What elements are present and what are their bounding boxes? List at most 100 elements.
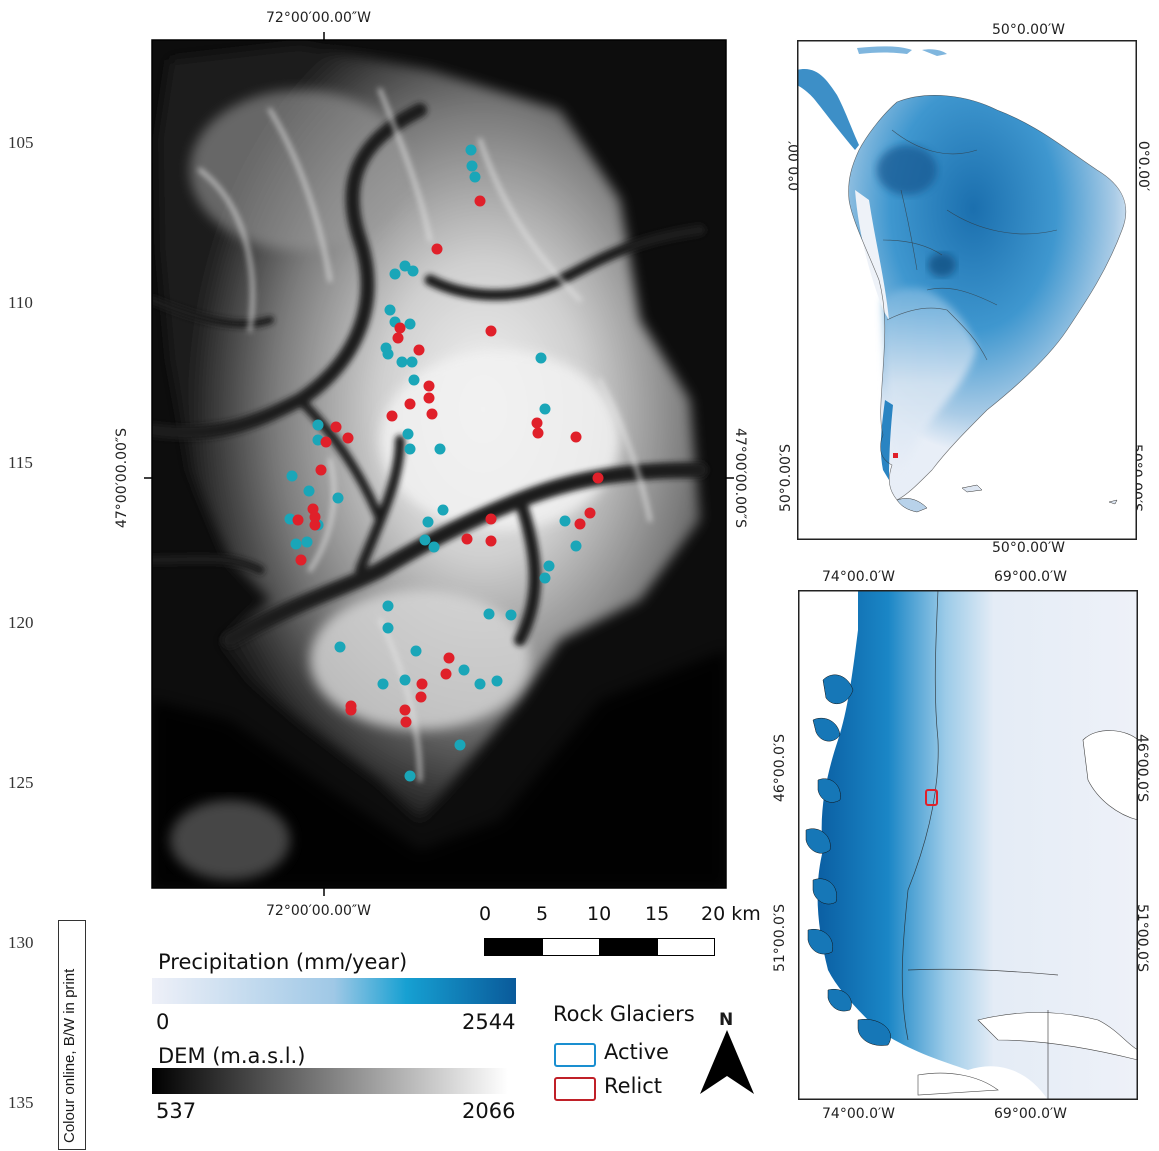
relict-rock-glacier-point <box>441 669 452 680</box>
relict-rock-glacier-point <box>293 515 304 526</box>
active-rock-glacier-point <box>333 493 344 504</box>
relict-rock-glacier-point <box>444 653 455 664</box>
relict-rock-glacier-point <box>343 433 354 444</box>
active-rock-glacier-point <box>383 349 394 360</box>
active-rock-glacier-point <box>467 161 478 172</box>
precip-min: 0 <box>156 1010 169 1034</box>
relict-rock-glacier-point <box>432 244 443 255</box>
north-arrow-icon <box>698 1028 756 1096</box>
pat-top-right-coord: 69°00.0′W <box>994 569 1067 585</box>
active-rock-glacier-point <box>405 444 416 455</box>
relict-rock-glacier-point <box>585 508 596 519</box>
relict-rock-glacier-point <box>310 520 321 531</box>
active-rock-glacier-point <box>304 486 315 497</box>
active-rock-glacier-point <box>409 375 420 386</box>
active-rock-glacier-point <box>287 471 298 482</box>
relict-rock-glacier-point <box>424 381 435 392</box>
relict-label: Relict <box>604 1074 662 1098</box>
pat-bottom-left-coord: 74°00.0′W <box>822 1106 895 1122</box>
relict-rock-glacier-point <box>296 555 307 566</box>
dem-colorbar <box>152 1068 508 1094</box>
pat-left-top-coord: 46°00.0′S <box>772 734 788 802</box>
active-label: Active <box>604 1040 669 1064</box>
dem-legend-title: DEM (m.a.s.l.) <box>158 1044 305 1068</box>
active-rock-glacier-point <box>459 665 470 676</box>
active-swatch <box>554 1043 596 1067</box>
dem-min: 537 <box>156 1099 196 1123</box>
dem-max: 2066 <box>462 1099 515 1123</box>
relict-rock-glacier-point <box>400 705 411 716</box>
relict-rock-glacier-point <box>321 437 332 448</box>
relict-rock-glacier-point <box>417 679 428 690</box>
active-rock-glacier-point <box>385 305 396 316</box>
active-rock-glacier-point <box>466 145 477 156</box>
relict-rock-glacier-point <box>533 428 544 439</box>
active-rock-glacier-point <box>407 357 418 368</box>
active-rock-glacier-point <box>492 676 503 687</box>
scale-bar <box>484 938 716 958</box>
scale-label-15: 15 <box>645 903 669 925</box>
active-rock-glacier-point <box>420 535 431 546</box>
active-rock-glacier-point <box>423 517 434 528</box>
active-rock-glacier-point <box>335 642 346 653</box>
precip-legend-title: Precipitation (mm/year) <box>158 950 407 974</box>
scale-label-20km: 20 km <box>701 903 761 925</box>
relict-rock-glacier-point <box>486 326 497 337</box>
relict-rock-glacier-point <box>405 399 416 410</box>
relict-rock-glacier-point <box>316 465 327 476</box>
active-rock-glacier-point <box>302 537 313 548</box>
active-rock-glacier-point <box>435 444 446 455</box>
pat-top-left-coord: 74°00.0′W <box>822 569 895 585</box>
relict-rock-glacier-point <box>416 692 427 703</box>
relict-rock-glacier-point <box>475 196 486 207</box>
active-rock-glacier-point <box>408 266 419 277</box>
active-rock-glacier-point <box>400 675 411 686</box>
relict-rock-glacier-point <box>331 422 342 433</box>
active-rock-glacier-point <box>403 429 414 440</box>
relict-rock-glacier-point <box>424 393 435 404</box>
relict-rock-glacier-point <box>486 514 497 525</box>
active-rock-glacier-point <box>536 353 547 364</box>
relict-rock-glacier-point <box>387 411 398 422</box>
active-rock-glacier-point <box>378 679 389 690</box>
pat-bottom-right-coord: 69°00.0′W <box>994 1106 1067 1122</box>
relict-rock-glacier-point <box>571 432 582 443</box>
active-rock-glacier-point <box>540 573 551 584</box>
relict-rock-glacier-point <box>395 323 406 334</box>
relict-rock-glacier-point <box>393 333 404 344</box>
active-rock-glacier-point <box>470 172 481 183</box>
relict-rock-glacier-point <box>593 473 604 484</box>
active-rock-glacier-point <box>544 561 555 572</box>
active-rock-glacier-point <box>405 771 416 782</box>
sa-left-bottom-coord: 50°0.00′S <box>778 444 794 512</box>
active-rock-glacier-point <box>506 610 517 621</box>
active-rock-glacier-point <box>438 505 449 516</box>
active-rock-glacier-point <box>383 623 394 634</box>
active-rock-glacier-point <box>390 269 401 280</box>
scale-label-0: 0 <box>479 903 491 925</box>
precip-max: 2544 <box>462 1010 515 1034</box>
active-rock-glacier-point <box>397 357 408 368</box>
relict-rock-glacier-point <box>575 519 586 530</box>
active-rock-glacier-point <box>484 609 495 620</box>
active-rock-glacier-point <box>560 516 571 527</box>
relict-rock-glacier-point <box>427 409 438 420</box>
sa-right-top-coord: 0°0.00′ <box>1135 141 1151 191</box>
active-rock-glacier-point <box>405 319 416 330</box>
active-rock-glacier-point <box>383 601 394 612</box>
active-rock-glacier-point <box>313 420 324 431</box>
active-rock-glacier-point <box>291 539 302 550</box>
relict-rock-glacier-point <box>346 705 357 716</box>
scale-label-10: 10 <box>587 903 611 925</box>
relict-rock-glacier-point <box>401 717 412 728</box>
pat-left-bottom-coord: 51°00.0′S <box>772 904 788 972</box>
active-rock-glacier-point <box>475 679 486 690</box>
sa-top-coord: 50°0.00′W <box>992 22 1065 38</box>
active-rock-glacier-point <box>540 404 551 415</box>
relict-swatch <box>554 1077 596 1101</box>
active-rock-glacier-point <box>429 542 440 553</box>
north-label: N <box>719 1010 733 1030</box>
south-america-inset <box>797 40 1137 540</box>
relict-rock-glacier-point <box>532 418 543 429</box>
active-rock-glacier-point <box>455 740 466 751</box>
